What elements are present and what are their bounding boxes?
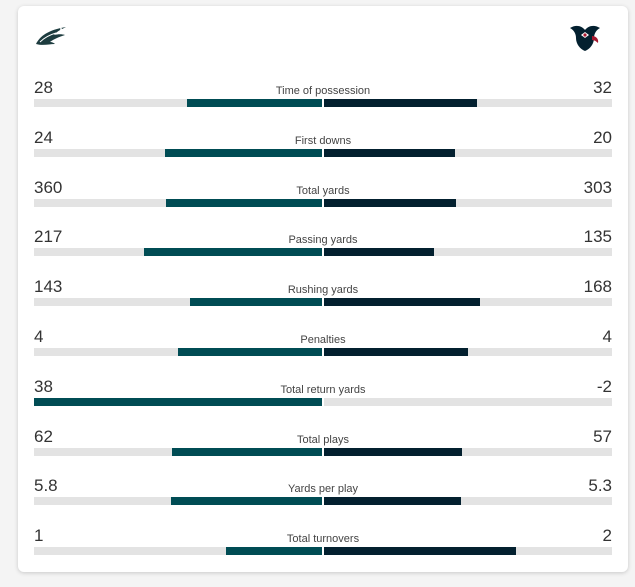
stat-row: 28 32 Time of possession [34, 78, 612, 108]
stat-left-track [34, 198, 322, 207]
stat-right-value: -2 [596, 376, 612, 396]
stat-label: Penalties [300, 334, 346, 346]
stat-row: 143 168 Rushing yards [34, 277, 612, 307]
stat-right-bar [324, 547, 516, 556]
stat-right-bar [324, 198, 456, 207]
stat-left-track [34, 497, 322, 506]
stat-left-track [34, 447, 322, 456]
stat-left-value: 38 [34, 376, 53, 396]
stat-left-value: 28 [34, 78, 53, 97]
stat-left-track [34, 348, 322, 356]
stat-row: 360 303 Total yards [34, 178, 612, 208]
stat-right-track [324, 99, 612, 107]
stat-left-track [34, 547, 322, 556]
stat-left-track [34, 397, 322, 406]
stat-left-bar [226, 547, 322, 556]
stat-right-bar [324, 148, 455, 157]
stat-left-value: 143 [34, 277, 63, 297]
stat-label: Rushing yards [287, 284, 359, 297]
stat-right-track [324, 497, 612, 506]
stat-right-value: 20 [593, 127, 612, 147]
stat-right-track [324, 148, 612, 157]
stat-right-track [324, 298, 612, 307]
stat-right-bar [324, 348, 468, 356]
stat-label: Total turnovers [286, 533, 360, 546]
stat-row: 4 4 Penalties [34, 327, 612, 357]
stat-label: First downs [294, 134, 352, 147]
stat-left-bar [172, 447, 322, 456]
stat-left-bar [166, 198, 322, 207]
stat-right-bar [324, 447, 462, 456]
stat-row: 38 -2 Total return yards [34, 377, 612, 407]
stat-left-value: 62 [34, 426, 53, 446]
stat-right-track [324, 248, 612, 257]
stat-right-value: 32 [593, 78, 612, 97]
stat-left-bar [187, 99, 322, 107]
stat-left-value: 1 [34, 526, 44, 546]
stat-left-track [34, 248, 322, 257]
stat-left-bar [144, 248, 322, 257]
stat-label: Total return yards [280, 383, 366, 396]
stat-right-track [324, 397, 612, 406]
stat-label: Time of possession [275, 85, 371, 97]
stat-right-value: 2 [602, 526, 612, 546]
stat-left-track [34, 99, 322, 107]
stat-right-bar [324, 99, 477, 107]
stat-right-track [324, 198, 612, 207]
stat-right-value: 57 [593, 426, 612, 446]
texans-logo-icon [570, 25, 600, 51]
stat-left-value: 24 [34, 127, 53, 147]
team-stats-card: 28 32 Time of possession 24 20 First downs 360… [18, 6, 628, 572]
stat-right-value: 168 [583, 277, 612, 297]
stat-left-bar [171, 497, 322, 506]
stat-left-track [34, 148, 322, 157]
stat-label: Total yards [296, 184, 350, 197]
stat-right-bar [324, 248, 434, 257]
stat-left-track [34, 298, 322, 307]
stat-right-value: 5.3 [588, 476, 612, 496]
stat-row: 217 135 Passing yards [34, 227, 612, 257]
eagles-logo-icon [36, 27, 66, 45]
stat-left-bar [178, 348, 322, 356]
stat-left-value: 217 [34, 227, 63, 247]
stat-right-track [324, 348, 612, 356]
stat-label: Total plays [297, 433, 349, 446]
stat-right-value: 4 [602, 327, 612, 346]
stat-row: 1 2 Total turnovers [34, 526, 612, 556]
stat-left-value: 4 [34, 327, 44, 346]
stat-right-value: 303 [583, 177, 612, 197]
stat-right-value: 135 [583, 227, 612, 247]
stat-left-bar [34, 397, 322, 406]
stat-row: 62 57 Total plays [34, 427, 612, 457]
stat-label: Passing yards [288, 234, 358, 247]
stat-right-track [324, 447, 612, 456]
stat-row: 24 20 First downs [34, 128, 612, 158]
stat-right-track [324, 547, 612, 556]
stat-label: Yards per play [287, 483, 359, 496]
stat-right-bar [324, 497, 461, 506]
stat-left-value: 360 [34, 177, 63, 197]
stat-left-bar [165, 148, 322, 157]
stat-left-value: 5.8 [34, 476, 58, 496]
stat-row: 5.8 5.3 Yards per play [34, 476, 612, 506]
stat-left-bar [190, 298, 322, 307]
stat-right-bar [324, 298, 480, 307]
